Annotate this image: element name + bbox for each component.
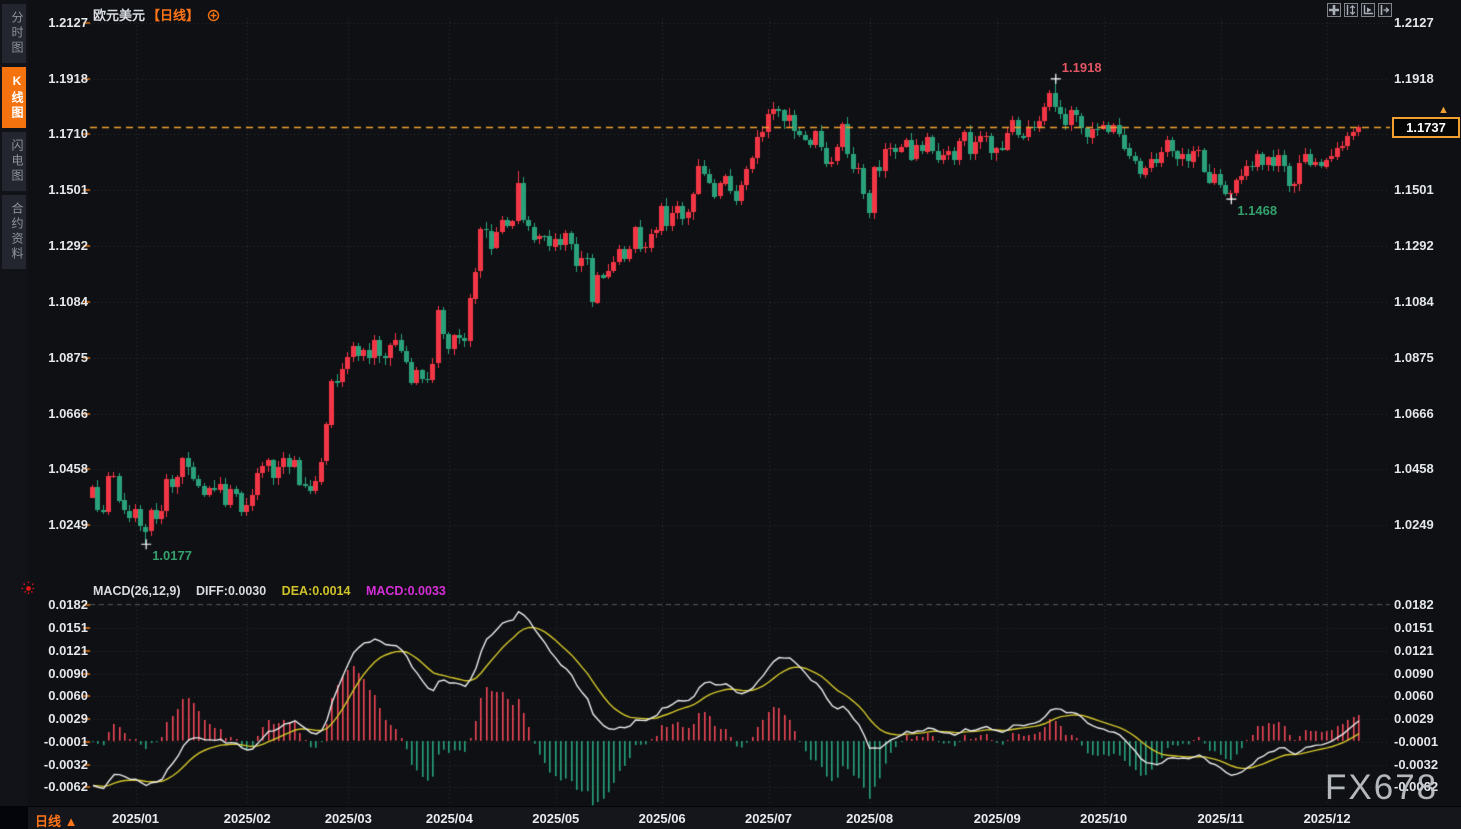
macd-dea-value: DEA:0.0014	[281, 584, 351, 598]
date-tick: 2025/03	[324, 811, 372, 826]
fit-vertical-button[interactable]	[1344, 3, 1358, 17]
macd-tick-left: 0.0029	[48, 711, 88, 727]
date-tick: 2025/02	[223, 811, 271, 826]
macd-tick-right: 0.0121	[1394, 642, 1434, 658]
price-tick-left: 1.0458	[48, 461, 88, 477]
macd-tick-left: -0.0062	[43, 779, 88, 794]
macd-tick-right: -0.0001	[1394, 733, 1439, 749]
macd-tick-right: 0.0029	[1394, 711, 1434, 727]
sidebar-bottom-corner	[0, 806, 28, 829]
price-tick-left: 1.1710	[48, 126, 88, 142]
timeframe-tag: 【日线】	[147, 8, 200, 23]
date-tick: 2025/04	[425, 811, 473, 826]
macd-hist-value: MACD:0.0033	[365, 584, 446, 598]
price-tick-left: 1.0666	[48, 405, 88, 421]
sidebar-tab-kline-chart[interactable]: K线图	[2, 67, 26, 128]
chart-toolbar	[1327, 3, 1392, 17]
go-to-latest-button[interactable]	[1378, 3, 1392, 17]
indicator-settings-icon[interactable]	[21, 581, 36, 601]
price-tick-left: 1.1501	[48, 182, 88, 198]
date-tick: 2025/11	[1197, 811, 1244, 826]
swing-high-label: 1.1918	[1061, 59, 1102, 75]
date-tick: 2025/06	[638, 811, 686, 826]
macd-tick-right: -0.0062	[1394, 779, 1439, 794]
period-selector[interactable]: 日线 ▲	[35, 814, 78, 829]
price-tick-left: 1.1292	[48, 238, 88, 254]
symbol-name: 欧元美元	[93, 8, 146, 23]
macd-tick-right: -0.0032	[1394, 756, 1439, 772]
price-tick-left: 1.2127	[48, 15, 88, 30]
price-tick-left: 1.1084	[48, 293, 88, 309]
current-price-tag[interactable]: 1.1737	[1392, 117, 1460, 138]
price-tick-left: 1.0249	[48, 517, 88, 532]
macd-tick-right: 0.0090	[1394, 665, 1434, 681]
pan-tool-button[interactable]	[1327, 3, 1341, 17]
macd-tick-left: 0.0121	[48, 642, 88, 658]
macd-tick-left: -0.0001	[43, 733, 88, 749]
macd-tick-right: 0.0060	[1394, 688, 1434, 703]
sidebar-tab-lightning-chart[interactable]: 闪电图	[2, 132, 26, 191]
macd-tick-left: -0.0032	[43, 756, 88, 772]
auto-scale-button[interactable]	[1361, 3, 1375, 17]
macd-diff-value: DIFF:0.0030	[196, 584, 267, 598]
price-tick-right: 1.1084	[1394, 293, 1434, 309]
sidebar-tab-contract-info[interactable]: 合约资料	[2, 195, 26, 269]
period-dropdown-arrow-icon: ▲	[64, 814, 78, 829]
price-tick-right: 1.0875	[1394, 349, 1434, 365]
date-tick: 2025/12	[1303, 811, 1351, 826]
macd-tick-left: 0.0060	[48, 688, 88, 703]
swing-low-label: 1.0177	[152, 548, 192, 564]
fx678-watermark: FX678	[1325, 768, 1439, 807]
date-tick: 2025/08	[846, 811, 894, 826]
time-axis-bar: 日线 ▲ 2025/01 2025/02 2025/03 2025/04 2025/05…	[28, 806, 1461, 829]
price-tick-left: 1.0875	[48, 349, 88, 365]
price-tick-right: 1.1918	[1394, 70, 1434, 86]
date-tick: 2025/01	[112, 811, 160, 826]
date-tick: 2025/10	[1080, 811, 1128, 826]
macd-params: MACD(26,12,9)	[93, 584, 181, 598]
symbol-settings-icon[interactable]	[207, 9, 220, 25]
macd-tick-left: 0.0151	[48, 620, 88, 636]
price-tick-right: 1.0458	[1394, 461, 1434, 477]
macd-tick-left: 0.0182	[48, 597, 88, 612]
date-tick: 2025/05	[532, 811, 580, 826]
date-tick: 2025/07	[745, 811, 793, 826]
macd-tick-right: 0.0182	[1394, 597, 1434, 612]
sidebar: 分时图 K线图 闪电图 合约资料	[0, 0, 28, 829]
sidebar-tab-time-chart[interactable]: 分时图	[2, 4, 26, 63]
price-tick-right: 1.0666	[1394, 405, 1434, 421]
price-tick-right: 1.1501	[1394, 182, 1434, 198]
macd-indicator-label: MACD(26,12,9) DIFF:0.0030 DEA:0.0014 MAC…	[93, 584, 458, 598]
price-tick-right: 1.2127	[1394, 15, 1434, 30]
swing-low-label: 1.1468	[1237, 203, 1278, 219]
price-tick-right: 1.0249	[1394, 517, 1434, 532]
macd-tick-right: 0.0151	[1394, 620, 1434, 636]
price-tick-left: 1.1918	[48, 70, 88, 86]
macd-tick-left: 0.0090	[48, 665, 88, 681]
price-alert-arrow-icon: ▲	[1438, 104, 1449, 116]
date-tick: 2025/09	[973, 811, 1021, 826]
price-tick-right: 1.1292	[1394, 238, 1434, 254]
chart-title: 欧元美元 【日线】	[93, 5, 220, 25]
